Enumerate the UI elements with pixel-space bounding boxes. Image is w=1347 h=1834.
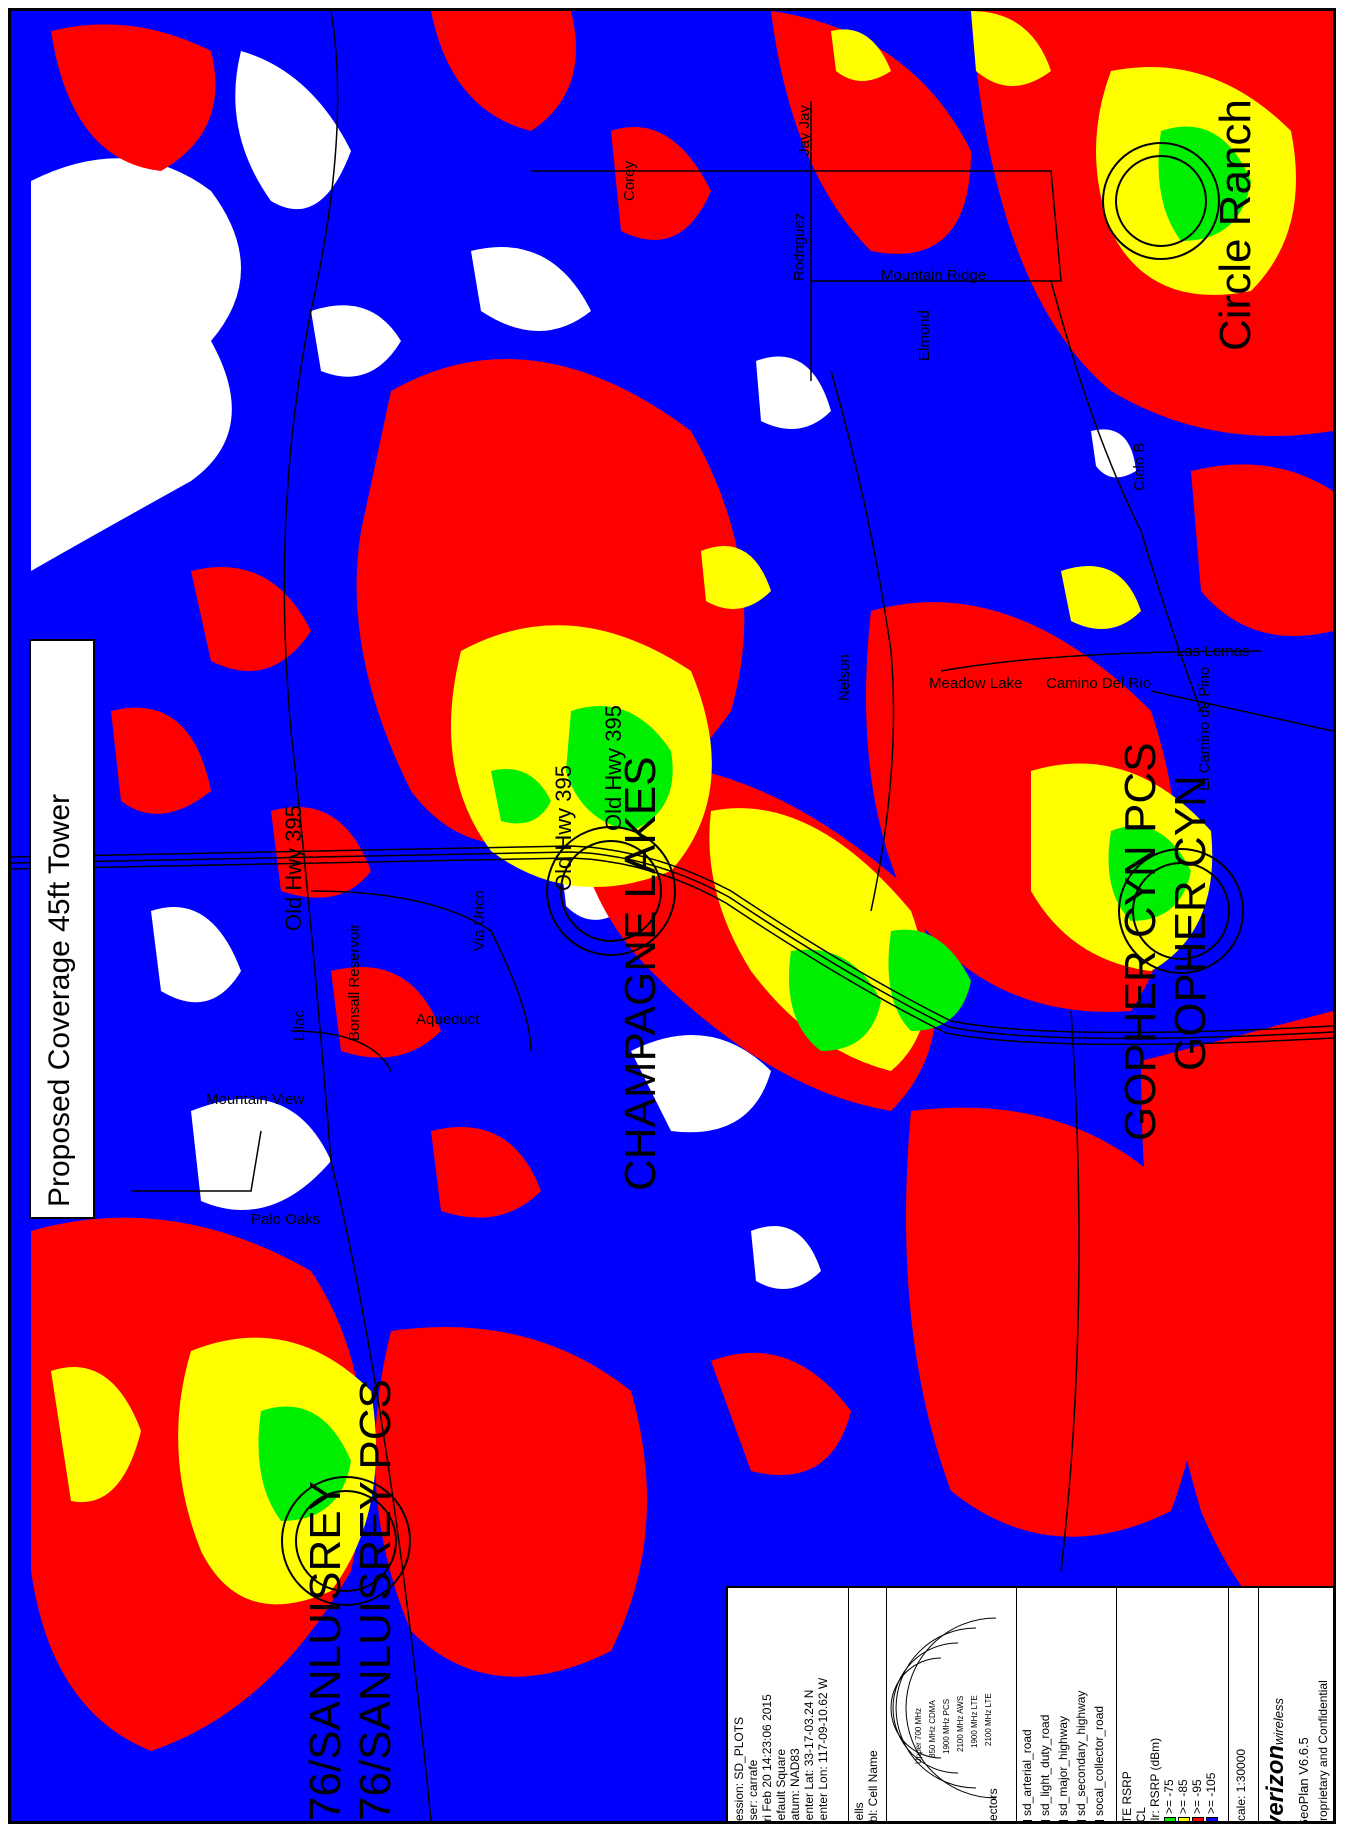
legend-session: Session: SD_PLOTS xyxy=(732,1716,746,1824)
road-label-el-camino-de-pino: El Camino de Pino xyxy=(1196,666,1213,791)
coverage-rsrp-75 xyxy=(258,126,1251,1521)
legend-version: GeoPlan V6.6.5 xyxy=(1296,1737,1311,1824)
road-label-aqueduct: Aqueduct xyxy=(416,1011,480,1028)
road-label-mountain-ridge: Mountain Ridge xyxy=(881,267,987,284)
road-label-meadow-lake: Meadow Lake xyxy=(929,675,1023,692)
legend-band-1: Upper 700 MHz xyxy=(914,1707,923,1764)
legend-cells: Cells Lbl: Cell Name xyxy=(848,1588,887,1824)
legend-user: User: carrafe xyxy=(746,1759,760,1824)
legend-band-2: 850 MHz CDMA xyxy=(928,1700,937,1758)
legend-rsrp-75: >= -75 xyxy=(1162,1779,1176,1821)
legend-road-major-highway: sd_major_highway xyxy=(1056,1716,1070,1821)
road-label-old-hwy-395-a: Old Hwy 395 xyxy=(281,805,306,931)
legend-band-4: 2100 MHz AWS xyxy=(956,1695,965,1752)
legend-datum: Datum: NAD83 xyxy=(788,1748,802,1824)
road-label-cielo-b: Cielo B xyxy=(1131,442,1148,491)
road-label-via-urico: Via Urico xyxy=(471,890,488,951)
legend-lte-rsrp: LTE RSRP 7CL Clr: RSRP (dBm) >= -75 >= -… xyxy=(1116,1588,1229,1824)
road-label-lilac: Lilac xyxy=(291,1010,308,1041)
legend-sector-arcs xyxy=(890,1617,997,1799)
legend-road-light-duty: sd_light_duty_road xyxy=(1038,1715,1052,1821)
road-label-las-lomas: Las Lomas xyxy=(1176,643,1250,660)
site-label-gopher-cyn-pcs[interactable]: GOPHER CYN PCS xyxy=(1116,742,1165,1141)
legend-scale: Scale: 1:30000 xyxy=(1228,1588,1259,1824)
legend-road-layers: sd_arterial_road sd_light_duty_road sd_m… xyxy=(1016,1588,1117,1821)
legend-scale-text: Scale: 1:30000 xyxy=(1234,1748,1248,1824)
legend-center-lat: Center Lat: 33-17-03.24 N xyxy=(802,1689,816,1824)
map-title: Proposed Coverage 45ft Tower xyxy=(43,793,76,1207)
road-label-nelson: Nelson xyxy=(836,654,853,701)
road-label-old-hwy-395-b: Old Hwy 395 xyxy=(551,765,576,891)
site-label-76-sanluisrey[interactable]: 76/SANLUISREY xyxy=(301,1481,350,1821)
legend-band-6: 2100 MHz LTE xyxy=(984,1693,993,1746)
site-label-76-sanluisrey-pcs[interactable]: 76/SANLUISREY PCS xyxy=(351,1379,400,1821)
road-label-camino-del-rio: Camino Del Rio xyxy=(1046,675,1152,692)
legend-cells-title: Cells xyxy=(852,1802,866,1824)
legend-sectors-title: Sectors xyxy=(986,1788,1000,1824)
site-label-circle-ranch[interactable]: Circle Ranch xyxy=(1211,99,1260,351)
road-label-elmond: Elmond xyxy=(916,310,933,361)
legend-lte-clr: Clr: RSRP (dBm) xyxy=(1148,1737,1162,1824)
legend-sectors: Sectors Upper 700 MHz 850 MHz CDMA 1900 … xyxy=(886,1588,1017,1824)
verizon-logo: verizonwireless xyxy=(1262,1698,1289,1824)
legend-band-3: 1900 MHz PCS xyxy=(942,1698,951,1754)
legend-brand: verizonwireless GeoPlan V6.6.5 Proprieta… xyxy=(1258,1588,1333,1824)
sector-rings xyxy=(281,142,1244,1606)
title-box: Proposed Coverage 45ft Tower xyxy=(29,639,95,1219)
map-frame: Proposed Coverage 45ft Tower Circle Ranc… xyxy=(8,8,1336,1824)
road-label-mountain-view: Mountain View xyxy=(206,1091,305,1108)
legend-rsrp-85: >= -85 xyxy=(1176,1779,1190,1821)
legend-road-collector: socal_collector_road xyxy=(1092,1706,1106,1821)
road-label-old-hwy-395-c: Old Hwy 395 xyxy=(601,705,626,831)
legend-panel: Session: SD_PLOTS User: carrafe Fri Feb … xyxy=(726,1586,1333,1824)
legend-cells-label: Lbl: Cell Name xyxy=(866,1750,880,1824)
legend-road-secondary-highway: sd_secondary_highway xyxy=(1074,1691,1088,1821)
legend-band-5: 1900 MHz LTE xyxy=(970,1695,979,1748)
legend-rsrp-105: >= -105 xyxy=(1204,1773,1218,1821)
legend-rsrp-95: >= -95 xyxy=(1190,1779,1204,1821)
road-label-jay-jay: Jay Jay xyxy=(796,105,813,156)
site-label-gopher-cyn[interactable]: GOPHER CYN xyxy=(1166,775,1215,1071)
road-label-corey: Corey xyxy=(621,160,638,201)
roads xyxy=(11,11,1333,1821)
legend-lte-title: LTE RSRP xyxy=(1120,1771,1134,1824)
legend-projection: Default Square xyxy=(774,1748,788,1824)
legend-date: Fri Feb 20 14:23:06 2015 xyxy=(760,1694,774,1824)
road-label-bonsall-reservoir: Bonsall Reservoir xyxy=(346,923,363,1041)
road-label-palo-oaks: Palo Oaks xyxy=(251,1211,321,1228)
legend-road-arterial: sd_arterial_road xyxy=(1020,1729,1034,1821)
legend-session-info: Session: SD_PLOTS User: carrafe Fri Feb … xyxy=(728,1588,849,1824)
legend-lte-cl: 7CL xyxy=(1134,1806,1148,1824)
legend-center-lon: Center Lon: 117-09-10.62 W xyxy=(816,1677,830,1824)
legend-confidential: Proprietary and Confidential xyxy=(1316,1680,1330,1824)
road-label-rodriguez: Rodriguez xyxy=(791,212,808,281)
coverage-map[interactable] xyxy=(11,11,1333,1821)
